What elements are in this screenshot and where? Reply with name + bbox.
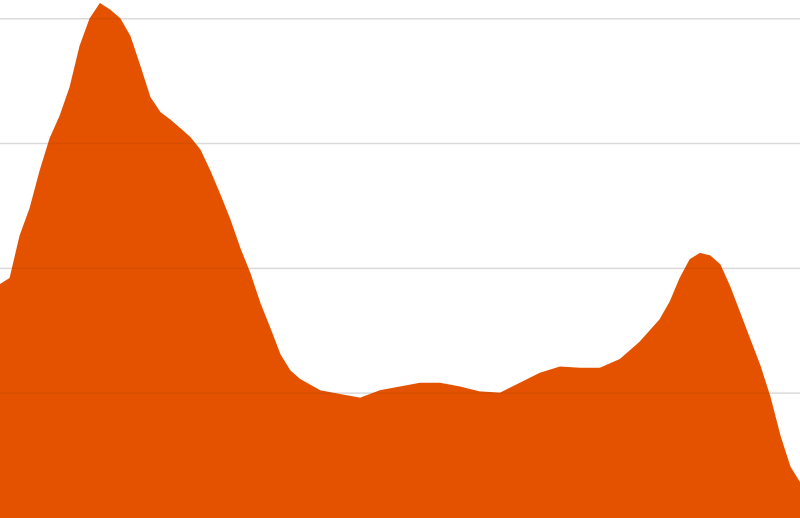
series-layer [0, 3, 800, 518]
area-series-0 [0, 3, 800, 518]
gridlines-overlay [0, 17, 800, 394]
